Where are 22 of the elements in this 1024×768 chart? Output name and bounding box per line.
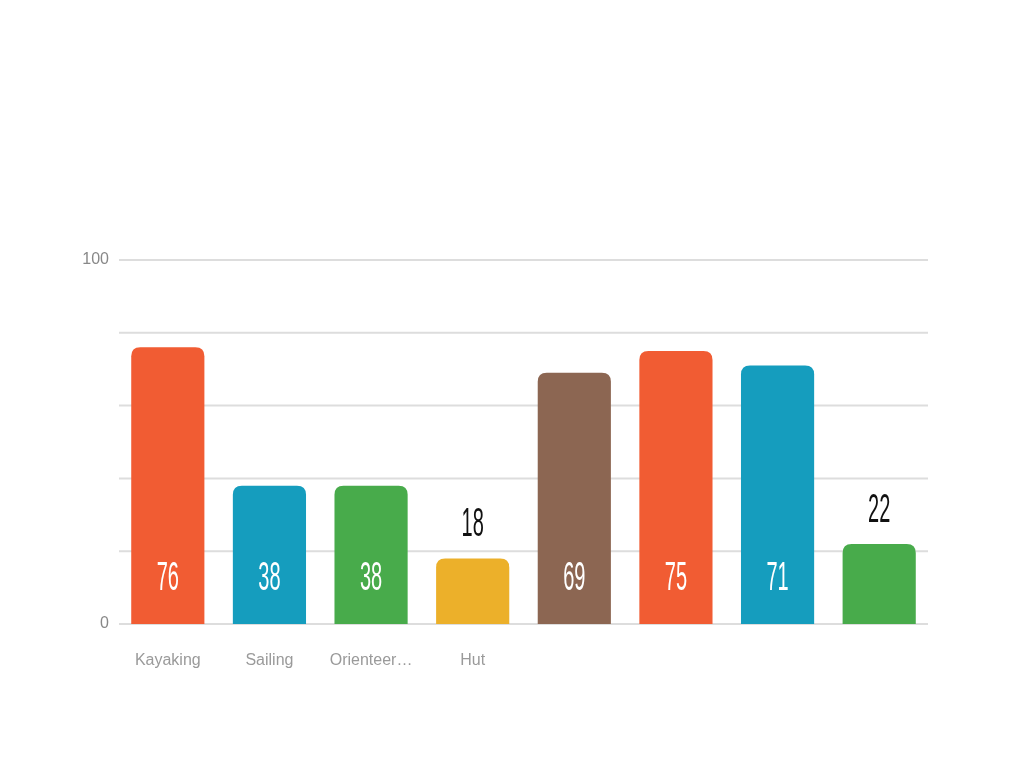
bar	[334, 485, 408, 624]
bar	[639, 351, 713, 624]
data-label: 22	[868, 485, 891, 531]
bar	[232, 485, 307, 624]
x-tick-label: Sailing	[245, 651, 294, 669]
bar	[842, 543, 916, 624]
bar	[436, 558, 510, 624]
y-tick-label: 100	[82, 250, 110, 268]
bar	[740, 365, 815, 624]
bar	[131, 347, 205, 624]
x-tick-label: Hut	[460, 651, 486, 669]
data-label: 76	[156, 553, 179, 599]
x-tick-label: Kayaking	[134, 651, 201, 669]
y-tick-label: 0	[100, 614, 110, 632]
data-label: 38	[359, 553, 383, 599]
data-label: 71	[766, 553, 789, 599]
data-label: 75	[664, 553, 688, 599]
data-label: 18	[461, 499, 484, 546]
bar	[537, 372, 611, 624]
data-label: 69	[563, 553, 586, 599]
data-label: 38	[258, 553, 281, 599]
x-tick-label: Orienteer…	[329, 651, 413, 669]
